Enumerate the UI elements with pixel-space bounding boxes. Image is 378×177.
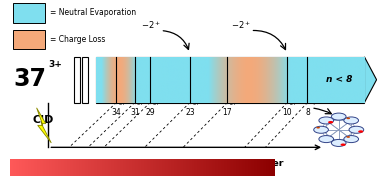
Text: 34: 34 xyxy=(112,108,121,117)
Circle shape xyxy=(332,113,346,120)
FancyBboxPatch shape xyxy=(14,30,45,49)
Circle shape xyxy=(332,139,346,146)
Text: n < 8: n < 8 xyxy=(325,75,352,84)
Text: 3+: 3+ xyxy=(152,101,160,106)
Text: 8: 8 xyxy=(305,108,310,117)
Circle shape xyxy=(341,144,346,146)
Circle shape xyxy=(346,136,350,138)
Circle shape xyxy=(344,136,359,143)
Text: = Neutral Evaporation: = Neutral Evaporation xyxy=(50,8,136,18)
Text: 37: 37 xyxy=(14,67,46,91)
Text: 2+: 2+ xyxy=(290,101,297,106)
Text: 3+: 3+ xyxy=(192,101,199,106)
Text: $-2^+$: $-2^+$ xyxy=(141,19,161,31)
Text: 3+: 3+ xyxy=(48,60,62,69)
Text: 17: 17 xyxy=(223,108,232,117)
Circle shape xyxy=(314,126,328,133)
Text: CID: CID xyxy=(33,115,54,125)
Text: 29: 29 xyxy=(146,108,155,117)
Circle shape xyxy=(316,127,320,129)
Text: Increasing CID Voltage to Form Serine Octamer: Increasing CID Voltage to Form Serine Oc… xyxy=(31,159,283,167)
Circle shape xyxy=(319,136,334,143)
FancyBboxPatch shape xyxy=(14,3,45,23)
FancyBboxPatch shape xyxy=(74,57,81,102)
Text: 3+: 3+ xyxy=(137,101,144,106)
Text: 10: 10 xyxy=(282,108,292,117)
Circle shape xyxy=(346,118,350,119)
Circle shape xyxy=(319,117,334,124)
Text: 2+: 2+ xyxy=(229,101,237,106)
Text: 31: 31 xyxy=(130,108,139,117)
Text: +: + xyxy=(311,101,315,106)
Circle shape xyxy=(344,117,359,124)
Polygon shape xyxy=(364,57,376,102)
Circle shape xyxy=(358,130,363,133)
Text: = Charge Loss: = Charge Loss xyxy=(50,35,105,44)
Text: 23: 23 xyxy=(185,108,195,117)
Circle shape xyxy=(328,121,333,123)
FancyBboxPatch shape xyxy=(82,57,88,102)
Text: $-2^+$: $-2^+$ xyxy=(231,19,251,31)
Circle shape xyxy=(349,126,364,133)
Text: 3+: 3+ xyxy=(119,101,126,106)
Polygon shape xyxy=(37,108,51,143)
